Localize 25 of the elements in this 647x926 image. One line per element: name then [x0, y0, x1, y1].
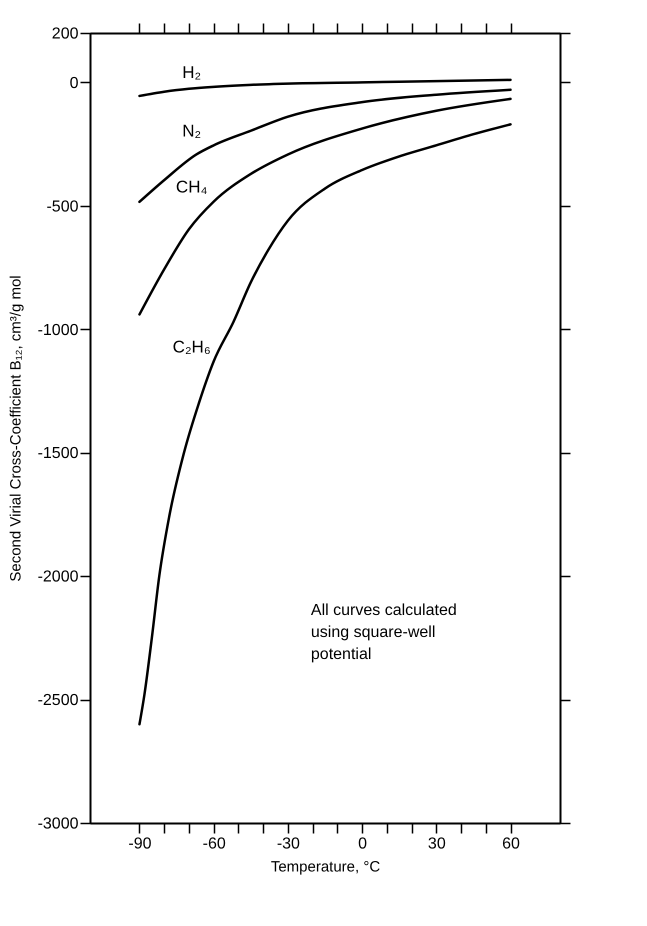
series-label: N₂: [182, 121, 202, 140]
line-series: [138, 78, 512, 98]
y-axis-title: Second Virial Cross-Coefficient B₁₂, cm³/g mol: [8, 275, 25, 582]
y-tick-label: -1000: [38, 322, 79, 339]
line-series: [138, 88, 512, 204]
y-tick-label: 0: [70, 74, 79, 92]
x-tick-label: -90: [128, 836, 152, 852]
x-tick-label: -60: [202, 836, 226, 852]
y-tick-label: -2500: [38, 692, 79, 710]
line-series: [138, 123, 512, 726]
x-axis-title: Temperature, °C: [270, 858, 380, 876]
x-tick-label: 0: [358, 836, 368, 852]
x-tick-label: 60: [502, 836, 520, 852]
y-tick-label: 200: [52, 26, 79, 42]
y-tick-label: -2000: [38, 568, 79, 586]
series-label: CH₄: [176, 178, 208, 197]
series-label: C₂H₆: [172, 337, 211, 356]
series-label: H₂: [182, 62, 202, 82]
y-tick-label: -3000: [38, 816, 79, 832]
line-series: [138, 98, 512, 316]
x-tick-label: 30: [428, 836, 446, 852]
y-tick-label: -1500: [38, 445, 79, 462]
annotation: All curves calculated using square-well potential: [310, 602, 457, 663]
y-tick-label: -500: [46, 198, 79, 216]
x-tick-label: -30: [276, 836, 300, 852]
